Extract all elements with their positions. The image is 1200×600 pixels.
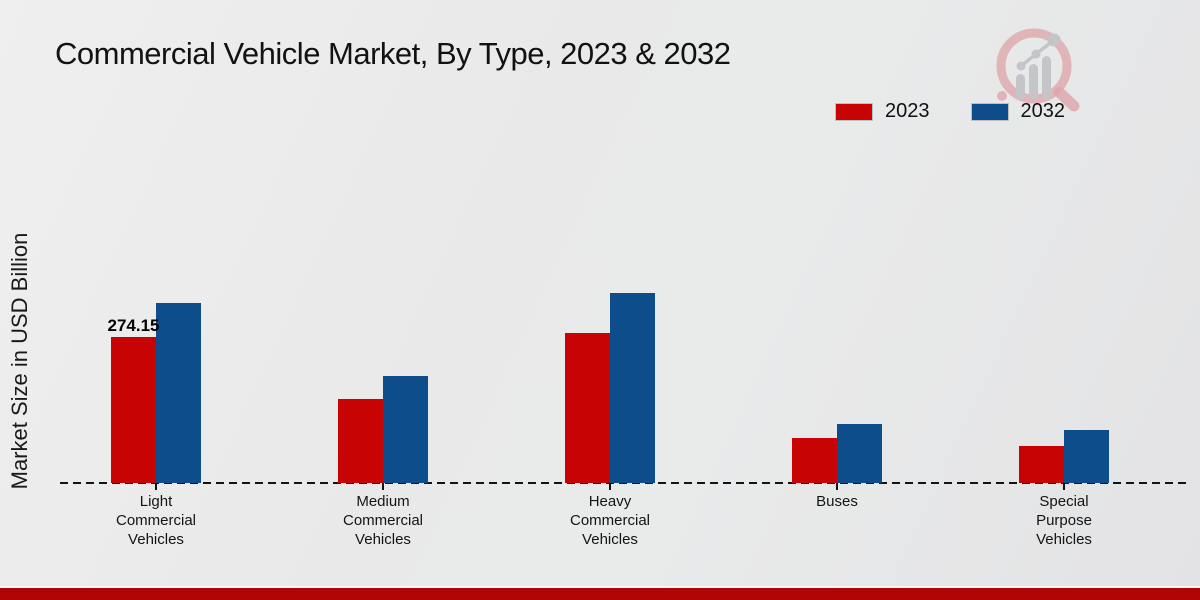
x-axis-category-label-light-commercial-vehicles: Light Commercial Vehicles — [115, 493, 197, 548]
bar-2032-special-purpose-vehicles — [1064, 429, 1109, 483]
x-axis-tick-buses — [836, 483, 838, 490]
x-axis-tick-special-purpose-vehicles — [1063, 483, 1065, 490]
bar-2023-buses — [792, 437, 837, 483]
x-axis-tick-heavy-commercial-vehicles — [609, 483, 611, 490]
x-axis-category-label-medium-commercial-vehicles: Medium Commercial Vehicles — [342, 493, 424, 548]
x-axis-category-label-special-purpose-vehicles: Special Purpose Vehicles — [1036, 493, 1092, 548]
bar-2032-light-commercial-vehicles — [156, 302, 201, 483]
bar-2032-buses — [837, 423, 882, 483]
legend-label-2032: 2032 — [1020, 100, 1066, 122]
footer-red-band — [0, 588, 1200, 600]
bar-2032-medium-commercial-vehicles — [383, 375, 428, 483]
legend: 2023 2032 — [835, 100, 1066, 123]
bar-2023-medium-commercial-vehicles — [338, 398, 383, 483]
magnifier-bar-chart-logo-icon — [996, 28, 1080, 112]
bar-2032-heavy-commercial-vehicles — [610, 292, 655, 483]
x-axis-category-label-heavy-commercial-vehicles: Heavy Commercial Vehicles — [569, 493, 651, 548]
footer-divider — [0, 586, 1200, 588]
legend-item-2023: 2023 — [835, 100, 930, 123]
x-axis-category-label-buses: Buses — [816, 493, 858, 510]
x-axis-tick-light-commercial-vehicles — [155, 483, 157, 490]
bar-2023-heavy-commercial-vehicles — [565, 332, 610, 483]
bar-2023-special-purpose-vehicles — [1019, 446, 1064, 483]
bar-2023-light-commercial-vehicles — [111, 337, 156, 483]
chart-title: Commercial Vehicle Market, By Type, 2023… — [55, 36, 731, 71]
x-axis-tick-medium-commercial-vehicles — [382, 483, 384, 490]
legend-swatch-2032 — [970, 102, 1009, 121]
legend-swatch-2023 — [835, 102, 873, 121]
x-axis-baseline — [60, 482, 1190, 484]
legend-item-2032: 2032 — [970, 100, 1066, 123]
legend-label-2023: 2023 — [885, 100, 930, 122]
bar-value-label: 274.15 — [107, 316, 160, 335]
